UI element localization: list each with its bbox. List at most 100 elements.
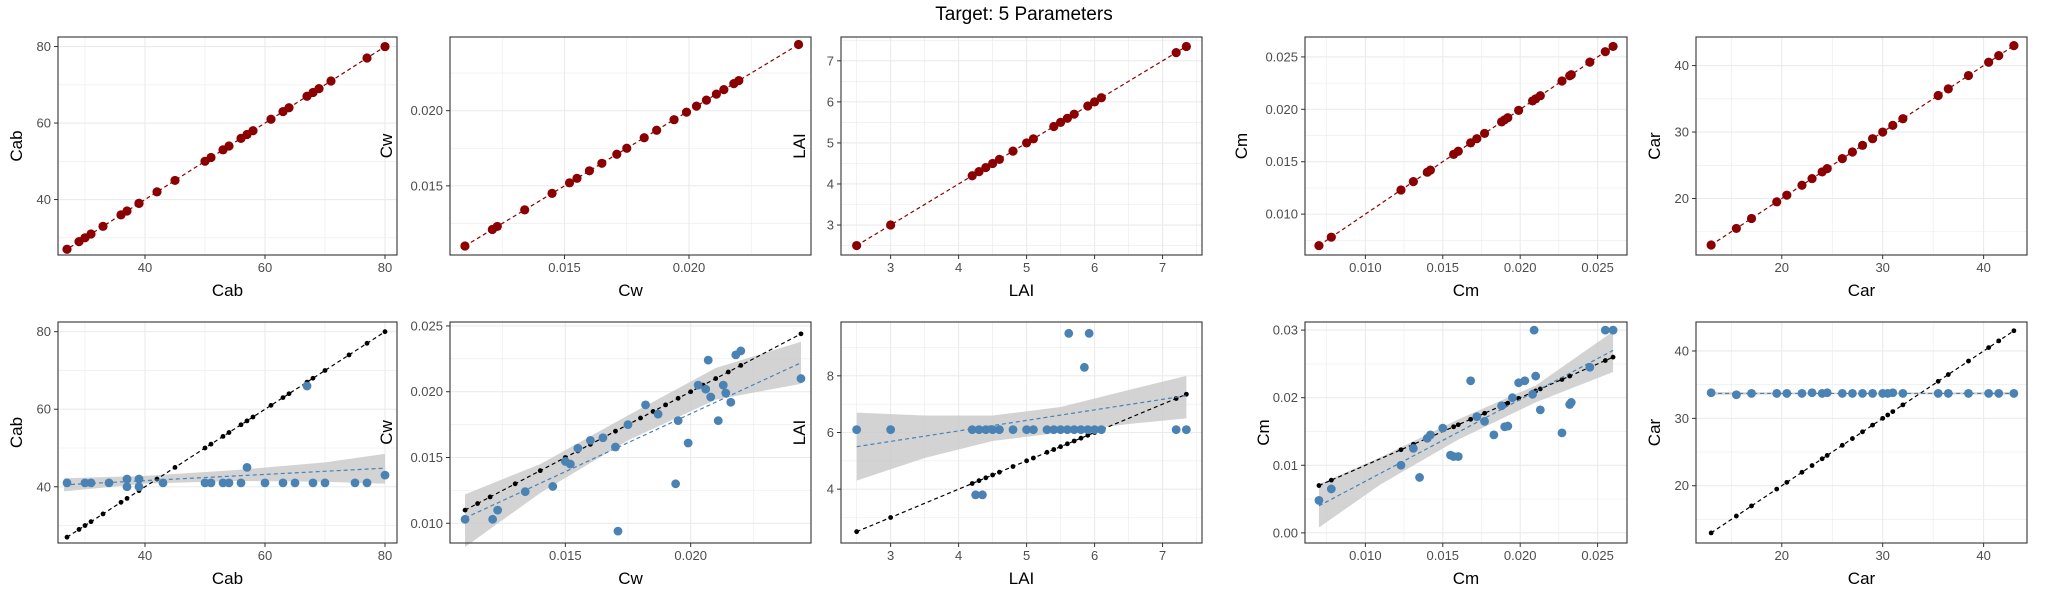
data-point — [1847, 147, 1858, 157]
reference-point — [1602, 358, 1608, 363]
data-point — [995, 425, 1004, 435]
y-tick-label: 60 — [37, 116, 51, 131]
reference-point — [322, 368, 328, 373]
data-point — [1479, 128, 1490, 139]
fit-line — [1710, 45, 2015, 246]
data-point — [1021, 138, 1032, 148]
reference-point — [1824, 453, 1830, 458]
data-point — [1706, 388, 1716, 398]
x-tick-label: 30 — [1875, 260, 1889, 275]
data-point — [1096, 425, 1106, 435]
data-point — [598, 433, 608, 443]
x-tick-label: 3 — [887, 548, 894, 563]
data-point — [726, 397, 736, 407]
y-tick-label: 0.020 — [410, 384, 443, 399]
fit-line — [856, 45, 1187, 247]
reference-point — [1966, 358, 1971, 364]
y-tick-label: 80 — [37, 324, 51, 339]
data-point — [278, 478, 288, 488]
reference-point — [1850, 436, 1855, 441]
y-tick-label: 40 — [1675, 343, 1689, 358]
x-tick-label: 4 — [955, 548, 962, 563]
data-point — [1822, 388, 1832, 398]
data-point — [1706, 240, 1716, 250]
panel-border — [840, 36, 1203, 256]
reference-point — [1799, 469, 1805, 475]
y-tick-label: 4 — [827, 482, 834, 497]
data-point — [852, 240, 862, 251]
data-point — [1837, 154, 1847, 164]
y-axis-title: Car — [1645, 418, 1664, 446]
reference-point — [1860, 429, 1865, 435]
reference-point — [675, 395, 681, 401]
data-point — [584, 166, 595, 176]
data-point — [224, 141, 234, 151]
x-tick-label: 20 — [1775, 260, 1789, 275]
data-point — [1497, 401, 1507, 411]
x-tick-label: 7 — [1159, 548, 1166, 563]
y-tick-label: 40 — [37, 192, 51, 207]
reference-point — [1809, 463, 1815, 468]
data-point — [547, 188, 557, 198]
x-axis-title: Cab — [212, 281, 243, 300]
data-point — [1822, 163, 1832, 174]
data-point — [988, 425, 998, 435]
reference-point — [238, 422, 244, 428]
data-point — [548, 482, 558, 491]
data-point — [1535, 91, 1545, 101]
data-point — [974, 425, 984, 435]
panel-border — [449, 36, 812, 256]
data-point — [981, 162, 991, 173]
reference-point — [1030, 455, 1036, 461]
reference-point — [220, 433, 226, 439]
fit-line — [464, 362, 802, 519]
reference-point — [82, 523, 88, 528]
reference-point — [202, 445, 208, 451]
x-tick-label: 3 — [887, 260, 894, 275]
reference-point — [1819, 456, 1825, 462]
data-point — [236, 478, 246, 488]
data-point — [1064, 328, 1074, 338]
x-tick-label: 6 — [1091, 260, 1098, 275]
x-tick-label: 0.020 — [1504, 548, 1537, 563]
data-point — [967, 171, 977, 181]
data-point — [1600, 47, 1610, 57]
data-point — [736, 346, 746, 356]
data-point — [1028, 134, 1038, 144]
data-point — [1472, 412, 1482, 422]
panel-border — [1695, 36, 2028, 256]
data-point — [1408, 177, 1418, 187]
panel-cm-row2: 0.010 0.015 0.020 0.025 0.00 0.01 0.02 0.03 Cm Cm — [1254, 321, 1628, 588]
data-point — [639, 133, 649, 143]
data-point — [611, 442, 620, 452]
y-axis-title: Cab — [7, 130, 26, 161]
panel-lai-row1: 3 4 5 6 7 3 4 5 6 7 LAI LAI — [790, 36, 1203, 300]
data-point — [852, 425, 862, 435]
x-tick-label: 5 — [1023, 548, 1030, 563]
data-point — [380, 41, 390, 52]
data-point — [302, 381, 312, 391]
y-tick-label: 0.03 — [1273, 323, 1298, 338]
reference-point — [1610, 354, 1616, 360]
reference-point — [268, 402, 274, 408]
reference-point — [1870, 422, 1876, 428]
x-tick-label: 30 — [1875, 548, 1889, 563]
data-point — [1514, 105, 1524, 115]
data-point — [1181, 41, 1191, 52]
reference-line — [464, 333, 802, 511]
data-point — [1994, 51, 2004, 61]
data-point — [734, 76, 744, 86]
y-tick-label: 30 — [1675, 125, 1689, 140]
data-point — [1008, 146, 1018, 156]
data-point — [1529, 325, 1539, 335]
data-point — [693, 380, 703, 390]
data-point — [681, 107, 692, 117]
data-point — [641, 400, 650, 410]
reference-point — [1455, 422, 1461, 428]
data-point — [1608, 325, 1618, 335]
data-point — [1566, 70, 1576, 80]
data-point — [706, 392, 716, 402]
data-point — [622, 143, 632, 153]
reference-point — [2011, 328, 2017, 334]
y-tick-label: 20 — [1675, 191, 1689, 206]
